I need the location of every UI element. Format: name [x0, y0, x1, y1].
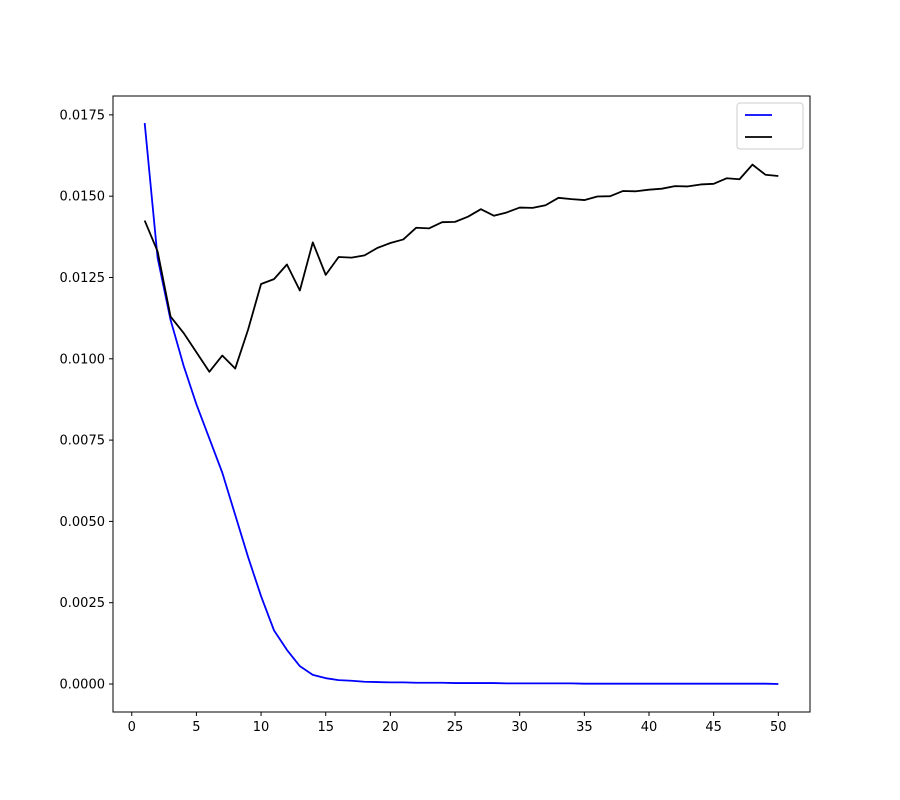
x-tick-label: 15: [317, 720, 334, 735]
series-layer: [143, 122, 779, 685]
x-tick-label: 0: [128, 720, 136, 735]
y-axis: 0.0000 0.0025 0.0050 0.0075 0.0100 0.0125 0.01…: [60, 108, 113, 693]
plot-frame: [112, 95, 811, 713]
x-tick-label: 20: [382, 720, 399, 735]
y-tick-label: 0.0125: [60, 271, 106, 286]
x-tick-label: 5: [192, 720, 200, 735]
y-tick-label: 0.0000: [60, 678, 106, 693]
x-axis: 0 5 10 15 20 25 30 35 40 45 50: [128, 712, 787, 735]
legend-box: [736, 102, 804, 150]
series-line-1: [143, 122, 779, 685]
legend: [736, 102, 804, 150]
y-tick-label: 0.0050: [60, 515, 106, 530]
series-line-2: [143, 163, 779, 373]
y-tick-label: 0.0075: [60, 434, 106, 449]
x-tick-label: 10: [253, 720, 270, 735]
plot-area: [113, 96, 810, 712]
x-tick-label: 45: [705, 720, 722, 735]
y-tick-label: 0.0150: [60, 190, 106, 205]
y-tick-label: 0.0175: [60, 108, 106, 123]
x-tick-label: 50: [770, 720, 787, 735]
x-tick-label: 30: [511, 720, 528, 735]
x-tick-label: 25: [447, 720, 464, 735]
y-tick-label: 0.0025: [60, 596, 106, 611]
x-tick-label: 40: [641, 720, 658, 735]
x-tick-label: 35: [576, 720, 593, 735]
y-tick-label: 0.0100: [60, 352, 106, 367]
